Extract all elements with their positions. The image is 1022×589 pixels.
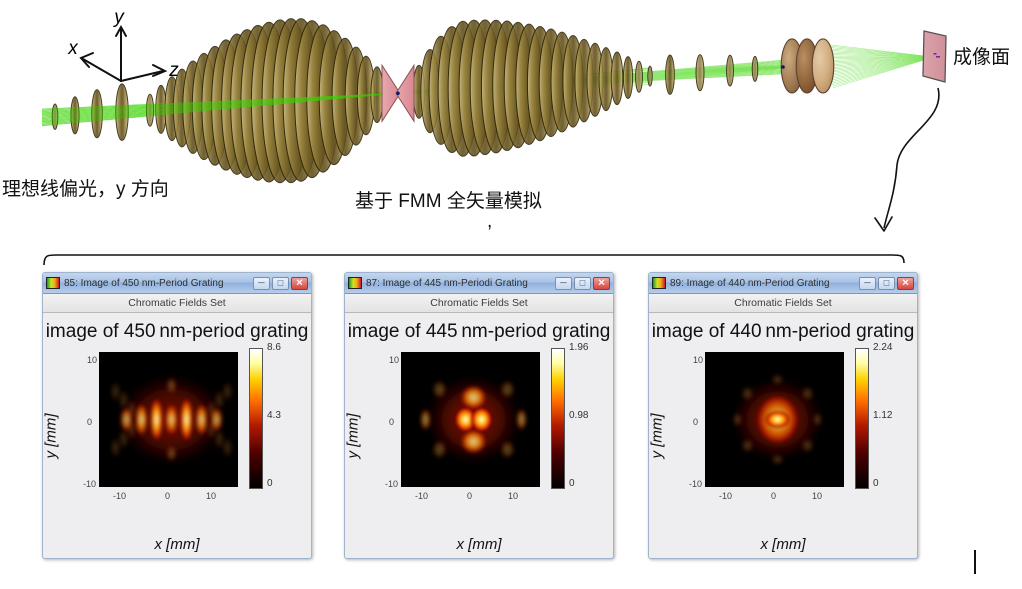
svg-text:理想线偏光，y 方向: 理想线偏光，y 方向	[2, 178, 169, 200]
svg-text:y: y	[112, 7, 125, 28]
svg-text:基于 FMM 全矢量模拟: 基于 FMM 全矢量模拟	[355, 190, 542, 212]
svg-text:,: ,	[487, 211, 492, 232]
svg-text:成像面: 成像面	[953, 46, 1010, 68]
svg-text:x: x	[67, 38, 79, 59]
